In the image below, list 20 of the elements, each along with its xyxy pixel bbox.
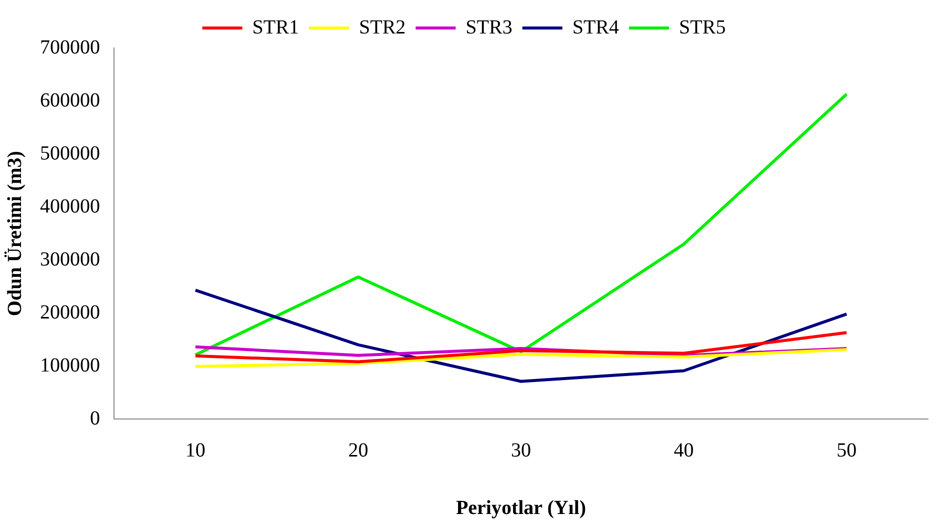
x-tick-label: 40 bbox=[674, 439, 694, 462]
x-tick-label: 50 bbox=[836, 439, 857, 462]
legend-label: STR1 bbox=[252, 16, 299, 38]
y-tick-label: 200000 bbox=[40, 301, 100, 324]
y-tick-label: 600000 bbox=[40, 89, 100, 112]
legend-label: STR3 bbox=[466, 16, 512, 38]
y-tick-label: 300000 bbox=[40, 248, 100, 270]
legend-label: STR2 bbox=[358, 16, 406, 38]
x-tick-label: 20 bbox=[348, 439, 368, 462]
legend-label: STR5 bbox=[679, 16, 726, 38]
y-tick-label: 400000 bbox=[40, 195, 100, 218]
y-tick-label: 100000 bbox=[40, 354, 100, 376]
x-tick-label: 10 bbox=[185, 439, 206, 462]
legend-label: STR4 bbox=[572, 16, 620, 38]
y-axis-title: Odun Üretimi (m3) bbox=[4, 150, 26, 316]
y-tick-label: 700000 bbox=[40, 36, 100, 58]
x-tick-label: 30 bbox=[511, 439, 531, 462]
y-tick-label: 500000 bbox=[40, 142, 100, 164]
x-axis-title: Periyotlar (Yıl) bbox=[456, 497, 586, 520]
y-tick-label: 0 bbox=[90, 407, 100, 430]
